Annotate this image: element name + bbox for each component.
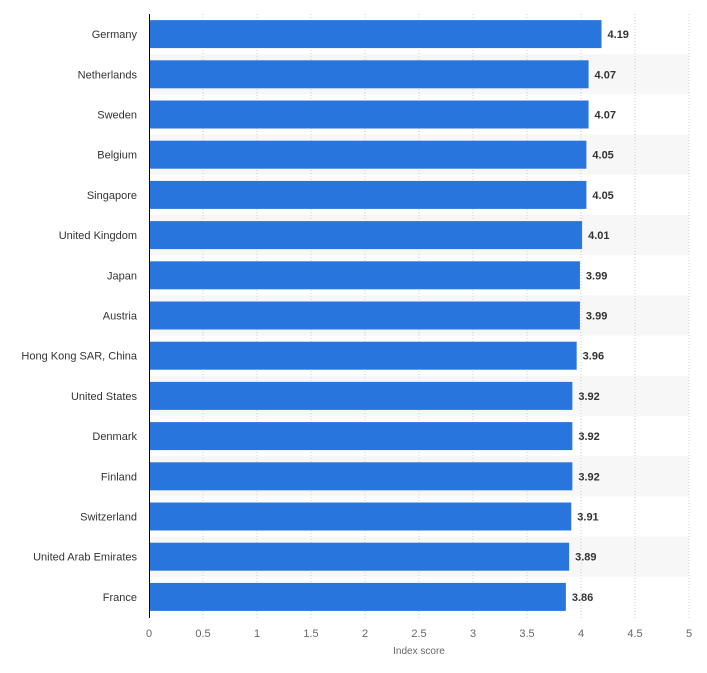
- x-tick-label: 3.5: [519, 628, 534, 640]
- bar[interactable]: [149, 60, 589, 89]
- category-label: Hong Kong SAR, China: [21, 351, 137, 363]
- bar[interactable]: [149, 381, 573, 410]
- data-label: 4.07: [595, 110, 616, 122]
- category-label: United Kingdom: [59, 230, 137, 242]
- x-tick-label: 4.5: [627, 628, 642, 640]
- x-axis-label: Index score: [393, 646, 445, 657]
- bar[interactable]: [149, 462, 573, 491]
- x-tick-label: 1: [254, 628, 260, 640]
- category-label: United States: [71, 391, 138, 403]
- bar[interactable]: [149, 341, 577, 370]
- data-label: 4.19: [608, 29, 629, 41]
- x-tick-label: 5: [686, 628, 692, 640]
- data-label: 4.01: [588, 230, 609, 242]
- data-label: 3.86: [572, 592, 593, 604]
- x-tick-label: 2: [362, 628, 368, 640]
- bar[interactable]: [149, 20, 602, 49]
- data-label: 3.99: [586, 311, 607, 323]
- x-tick-label: 0.5: [195, 628, 210, 640]
- data-label: 3.92: [578, 431, 599, 443]
- data-label: 3.92: [578, 391, 599, 403]
- bar[interactable]: [149, 261, 580, 290]
- x-tick-label: 0: [146, 628, 152, 640]
- x-tick-label: 4: [578, 628, 584, 640]
- category-label: Sweden: [97, 110, 137, 122]
- x-tick-label: 3: [470, 628, 476, 640]
- bar[interactable]: [149, 422, 573, 451]
- bar[interactable]: [149, 542, 570, 571]
- category-label: United Arab Emirates: [33, 552, 137, 564]
- bar[interactable]: [149, 180, 587, 209]
- bar[interactable]: [149, 100, 589, 129]
- data-label: 3.92: [578, 471, 599, 483]
- data-label: 3.96: [583, 351, 604, 363]
- x-tick-label: 1.5: [303, 628, 318, 640]
- category-label: Switzerland: [80, 512, 137, 524]
- category-label: Austria: [103, 311, 138, 323]
- category-label: Germany: [92, 29, 138, 41]
- bar[interactable]: [149, 502, 572, 531]
- data-label: 4.05: [592, 190, 613, 202]
- x-tick-label: 2.5: [411, 628, 426, 640]
- category-label: Denmark: [92, 431, 137, 443]
- bar[interactable]: [149, 301, 580, 330]
- category-label: Finland: [101, 471, 137, 483]
- category-label: Belgium: [97, 150, 137, 162]
- bar[interactable]: [149, 140, 587, 169]
- category-label: Singapore: [87, 190, 137, 202]
- bar[interactable]: [149, 582, 566, 611]
- data-label: 3.99: [586, 270, 607, 282]
- category-label: Netherlands: [78, 69, 138, 81]
- category-label: France: [103, 592, 137, 604]
- bar[interactable]: [149, 221, 583, 250]
- data-label: 3.91: [577, 512, 598, 524]
- data-label: 3.89: [575, 552, 596, 564]
- category-label: Japan: [107, 270, 137, 282]
- data-label: 4.05: [592, 150, 613, 162]
- data-label: 4.07: [595, 69, 616, 81]
